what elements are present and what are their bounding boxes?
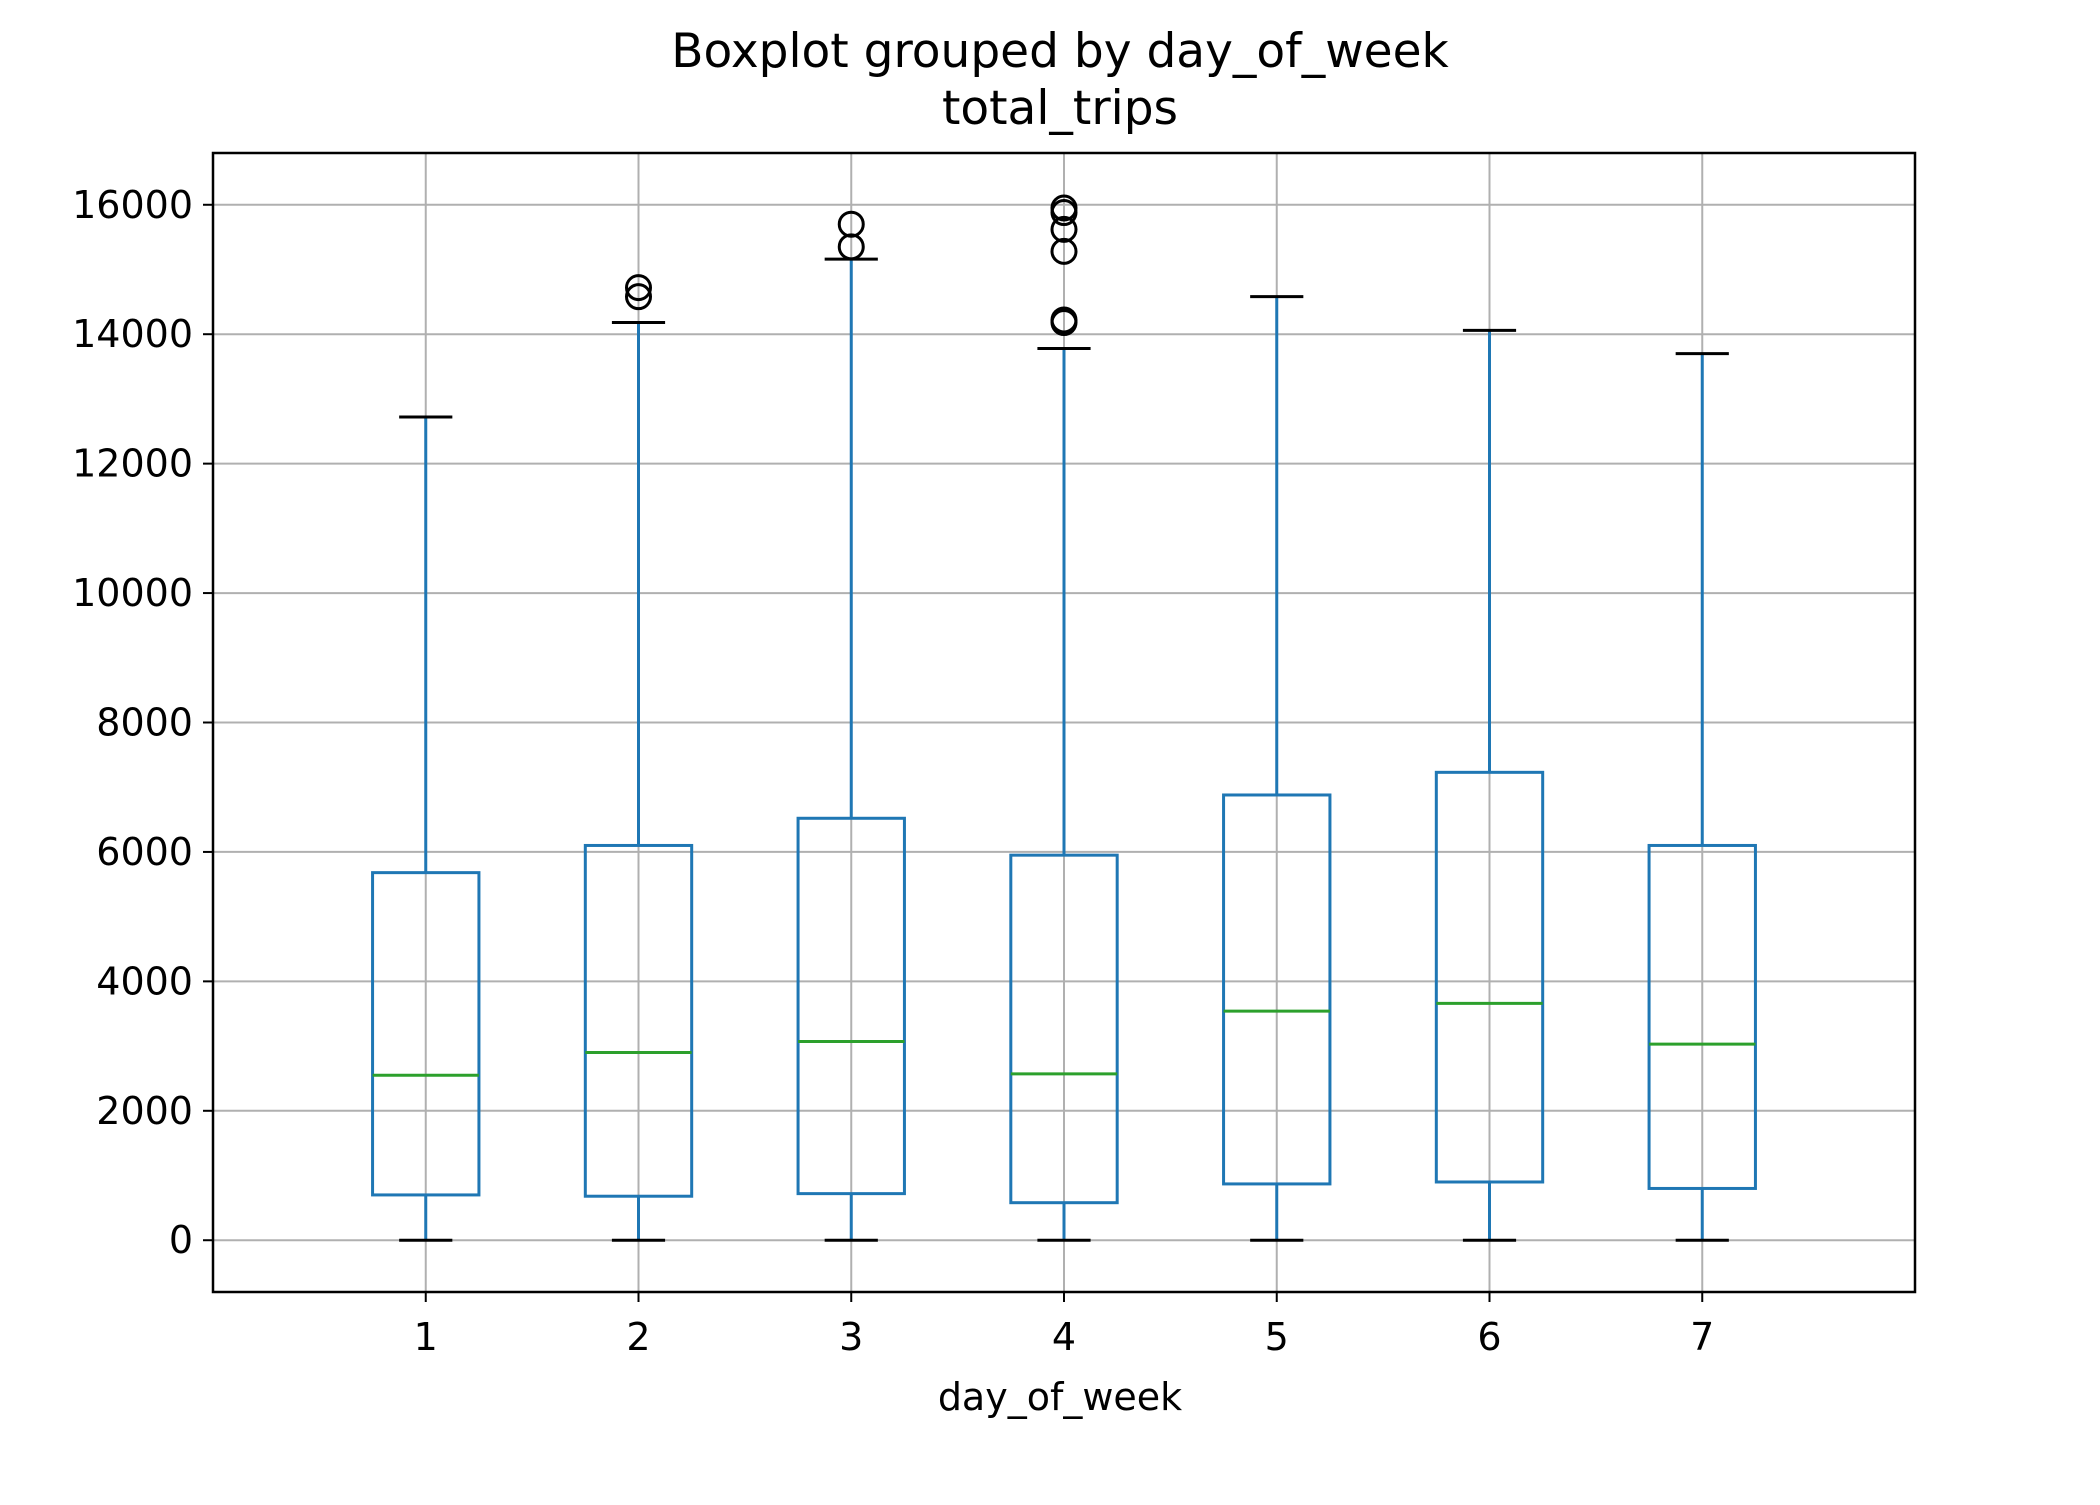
outlier-point — [625, 274, 652, 302]
y-tick-label: 2000 — [96, 1089, 193, 1133]
y-tick-label: 6000 — [96, 830, 193, 874]
box-group-6 — [1434, 328, 1545, 1242]
x-tick-label: 5 — [1265, 1315, 1289, 1359]
y-tick-label: 4000 — [96, 959, 193, 1003]
x-tick-label: 4 — [1052, 1315, 1076, 1359]
outlier-point — [1050, 194, 1078, 222]
y-tick-label: 16000 — [72, 183, 193, 227]
iqr-box — [1434, 770, 1545, 1184]
x-tick-label: 6 — [1477, 1315, 1501, 1359]
iqr-box — [1647, 843, 1757, 1190]
box-group-2 — [583, 274, 694, 1242]
box-group-3 — [796, 210, 906, 1242]
iqr-box — [583, 843, 694, 1198]
y-tick-label: 0 — [169, 1218, 193, 1262]
outlier-point — [1050, 306, 1078, 334]
y-tick-label: 8000 — [96, 701, 193, 745]
box-group-5 — [1222, 295, 1332, 1242]
box-group-4 — [1009, 194, 1119, 1242]
iqr-box — [1009, 853, 1119, 1205]
box-layer — [371, 194, 1757, 1242]
outlier-point — [1050, 215, 1078, 243]
axis-layer: 0 2000 4000 6000 8000 10000 12000 14000 16000 1 2 3… — [72, 151, 1917, 1359]
x-tick-label: 7 — [1690, 1315, 1714, 1359]
iqr-box — [371, 871, 481, 1197]
iqr-box — [796, 816, 906, 1196]
chart-title: Boxplot grouped by day_of_week — [671, 24, 1449, 79]
x-tick-label: 2 — [626, 1315, 650, 1359]
y-tick-label: 12000 — [72, 442, 193, 486]
outlier-point — [625, 283, 652, 311]
box-group-1 — [371, 415, 481, 1242]
x-tick-label: 1 — [414, 1315, 438, 1359]
y-tick-label: 10000 — [72, 571, 193, 615]
box-group-7 — [1647, 352, 1757, 1242]
y-tick-label: 14000 — [72, 312, 193, 356]
outlier-point — [1050, 237, 1078, 265]
outlier-point — [837, 210, 865, 238]
chart-subtitle: total_trips — [942, 81, 1178, 136]
plot-frame — [211, 151, 1917, 1294]
iqr-box — [1222, 793, 1332, 1186]
x-axis-label: day_of_week — [938, 1375, 1182, 1419]
x-tick-label: 3 — [839, 1315, 863, 1359]
